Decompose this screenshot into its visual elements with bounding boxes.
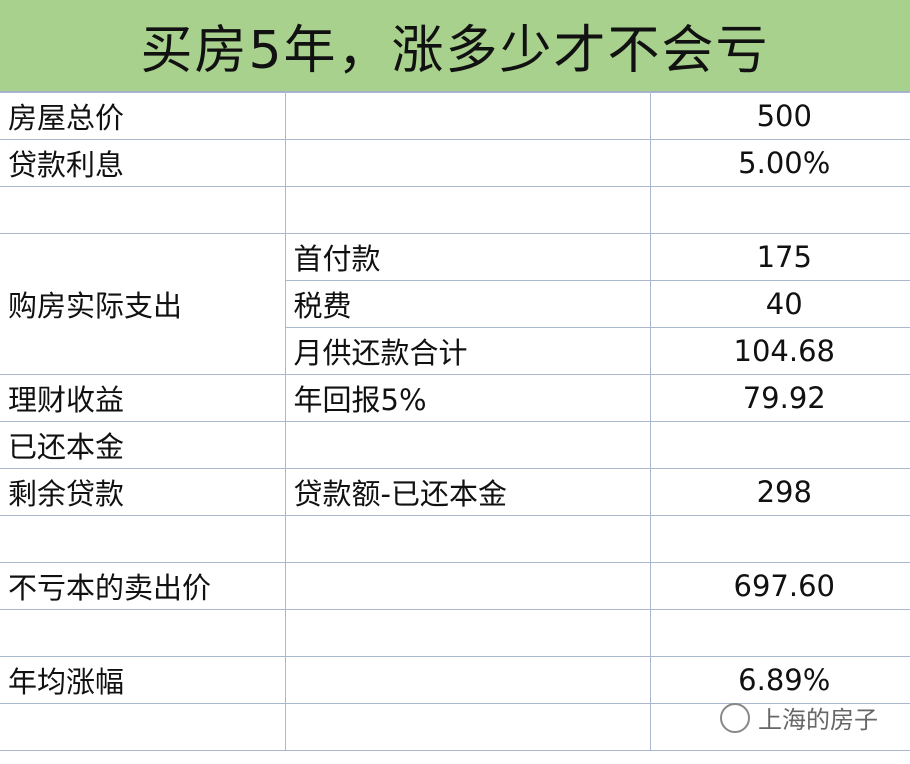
value-cell[interactable]: 5.00% <box>649 139 910 187</box>
value-cell[interactable]: 500 <box>649 92 910 140</box>
sub-cell[interactable] <box>284 421 651 469</box>
sub-cell[interactable]: 税费 <box>285 280 651 328</box>
value-cell[interactable]: 104.68 <box>649 327 910 375</box>
sub-cell[interactable] <box>284 139 651 187</box>
table-row: 税费 40 <box>0 280 910 328</box>
label-cell[interactable]: 购房实际支出 <box>0 233 286 375</box>
sub-cell[interactable] <box>284 703 651 751</box>
table-row <box>0 186 910 234</box>
label-cell[interactable]: 贷款利息 <box>0 139 286 187</box>
label-cell[interactable]: 年均涨幅 <box>0 656 286 704</box>
watermark: 上海的房子 <box>720 700 878 735</box>
label-cell[interactable]: 不亏本的卖出价 <box>0 562 286 610</box>
label-cell[interactable] <box>0 609 286 657</box>
sheet-title: 买房5年，涨多少才不会亏 <box>0 0 910 92</box>
watermark-text: 上海的房子 <box>758 706 878 734</box>
table-row <box>0 609 910 657</box>
value-cell[interactable]: 697.60 <box>649 562 910 610</box>
sub-cell[interactable]: 贷款额-已还本金 <box>284 468 651 516</box>
table-row: 不亏本的卖出价 697.60 <box>0 562 910 610</box>
value-cell[interactable]: 298 <box>649 468 910 516</box>
table-row: 贷款利息 5.00% <box>0 139 910 187</box>
table-row: 剩余贷款 贷款额-已还本金 298 <box>0 468 910 516</box>
sub-cell[interactable] <box>284 92 651 140</box>
value-cell[interactable] <box>649 515 910 563</box>
label-cell[interactable] <box>0 515 286 563</box>
label-cell[interactable] <box>0 703 286 751</box>
sub-cell[interactable] <box>284 562 651 610</box>
wechat-icon <box>720 702 750 733</box>
label-cell[interactable]: 理财收益 <box>0 374 286 422</box>
data-table: 房屋总价 500 贷款利息 5.00% 购房实际支出 首付款 175 税费 40 月供还款合计 10… <box>0 92 910 751</box>
value-cell[interactable]: 6.89% <box>649 656 910 704</box>
sub-cell[interactable] <box>284 186 651 234</box>
sub-cell[interactable] <box>284 656 651 704</box>
value-cell[interactable]: 175 <box>649 233 910 281</box>
table-row: 房屋总价 500 <box>0 92 910 140</box>
table-row: 购房实际支出 首付款 175 <box>0 233 910 375</box>
value-cell[interactable] <box>649 421 910 469</box>
table-row <box>0 515 910 563</box>
label-cell[interactable]: 房屋总价 <box>0 92 286 140</box>
sub-cell[interactable]: 首付款 <box>284 233 651 281</box>
label-cell[interactable]: 已还本金 <box>0 421 286 469</box>
sub-cell[interactable]: 年回报5% <box>284 374 651 422</box>
table-row: 已还本金 <box>0 421 910 469</box>
sub-cell[interactable]: 月供还款合计 <box>285 327 651 375</box>
value-cell[interactable]: 79.92 <box>649 374 910 422</box>
table-row <box>0 703 910 751</box>
table-row: 理财收益 年回报5% 79.92 <box>0 374 910 422</box>
value-cell[interactable] <box>649 703 910 751</box>
value-cell[interactable] <box>649 186 910 234</box>
sub-cell[interactable] <box>284 515 651 563</box>
table-row: 月供还款合计 104.68 <box>0 327 910 375</box>
label-cell[interactable] <box>0 186 286 234</box>
sub-cell[interactable] <box>284 609 651 657</box>
value-cell[interactable] <box>649 609 910 657</box>
table-row: 年均涨幅 6.89% <box>0 656 910 704</box>
value-cell[interactable]: 40 <box>649 280 910 328</box>
label-cell[interactable]: 剩余贷款 <box>0 468 286 516</box>
